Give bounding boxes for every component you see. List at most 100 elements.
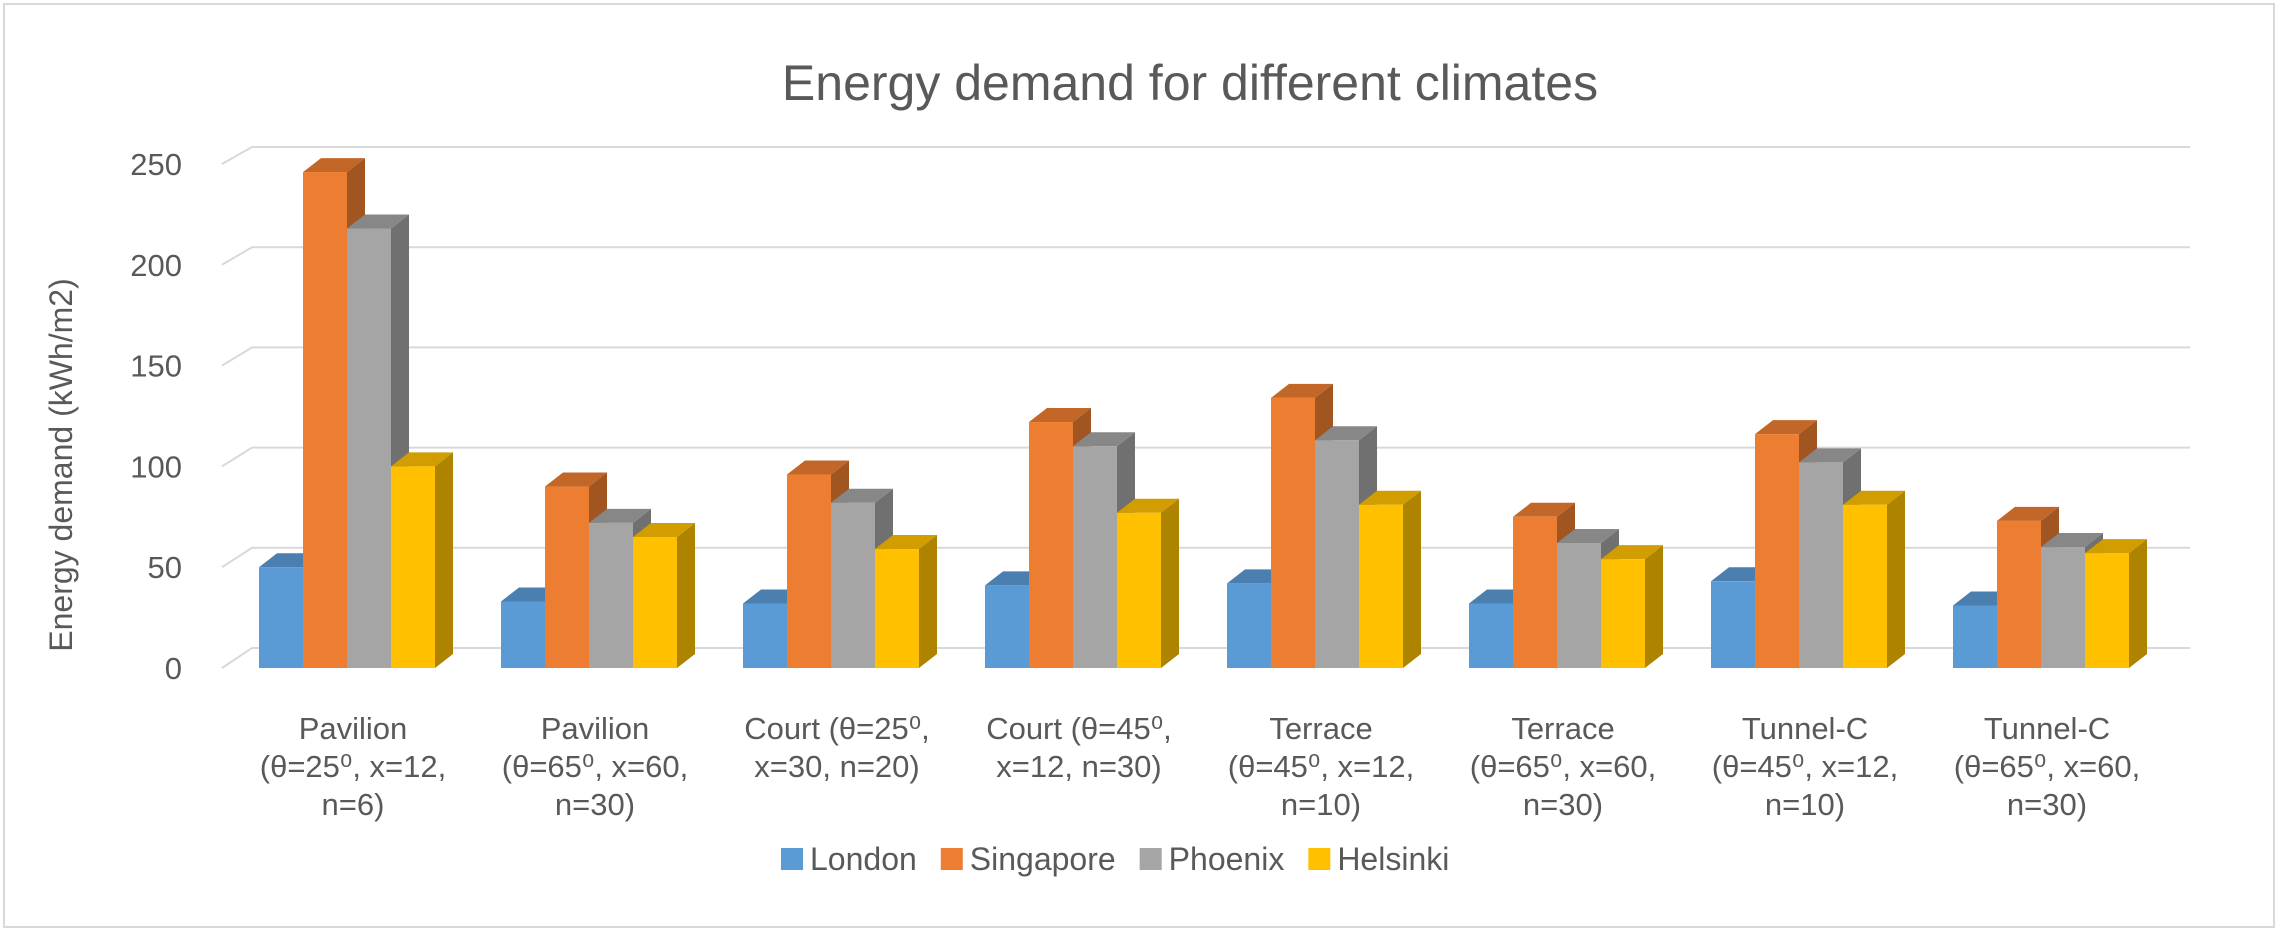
- legend-swatch: [940, 848, 963, 870]
- bar-top: [787, 460, 849, 475]
- category-label: Tunnel-C: [1742, 711, 1868, 746]
- category-label: n=30): [2007, 787, 2087, 822]
- bar-front: [545, 486, 589, 668]
- bar: [391, 452, 453, 668]
- bar: [831, 488, 893, 668]
- bar-front: [1359, 504, 1403, 668]
- gridline: [221, 346, 2190, 367]
- bar-front: [831, 502, 875, 668]
- bar-front: [633, 536, 677, 668]
- category-label: Terrace: [1511, 711, 1614, 746]
- bar-front: [1953, 605, 1997, 668]
- bar-top: [2041, 533, 2103, 548]
- bar-front: [2085, 553, 2129, 668]
- bar-top: [2085, 539, 2147, 554]
- y-axis-label: Energy demand (kWh/m2): [43, 278, 79, 651]
- category-label: x=30, n=20): [754, 749, 919, 784]
- bar-top: [633, 522, 695, 537]
- bar: [1117, 498, 1179, 668]
- bar-front: [1513, 516, 1557, 668]
- bar-front: [787, 474, 831, 668]
- y-tick-label: 200: [130, 248, 182, 283]
- bar-top: [1359, 490, 1421, 505]
- bar-front: [1601, 559, 1645, 668]
- bar: [2085, 539, 2147, 668]
- bar-front: [985, 585, 1029, 668]
- category-label: n=30): [1523, 787, 1603, 822]
- y-tick-label: 0: [165, 651, 182, 686]
- y-tick-label: 100: [130, 449, 182, 484]
- bar-front: [1711, 581, 1755, 668]
- bar-front: [1117, 512, 1161, 668]
- chart-frame: [3, 3, 2275, 928]
- bar-side: [2129, 539, 2147, 668]
- bar-side: [1887, 490, 1905, 668]
- legend-item: Helsinki: [1308, 841, 1449, 877]
- category-label: Court (θ=45⁰,: [986, 711, 1172, 746]
- bar-top: [1799, 448, 1861, 463]
- category-label: n=6): [322, 787, 385, 822]
- bar-top: [1117, 498, 1179, 513]
- legend-item: London: [781, 841, 917, 877]
- bar-front: [259, 567, 303, 668]
- bar-front: [1799, 462, 1843, 668]
- category-label: (θ=45⁰, x=12,: [1228, 749, 1415, 784]
- legend-item: Singapore: [940, 841, 1116, 877]
- bar-top: [303, 158, 365, 173]
- bar-front: [1271, 397, 1315, 668]
- bar-front: [501, 601, 545, 668]
- legend: London Singapore Phoenix Helsinki: [781, 841, 1449, 877]
- bar-top: [1601, 545, 1663, 560]
- category-label: (θ=65⁰, x=60,: [1470, 749, 1657, 784]
- bar-side: [435, 452, 453, 668]
- bar-top: [1755, 420, 1817, 435]
- bars: [259, 158, 2147, 668]
- bar-top: [1557, 529, 1619, 544]
- bar-top: [1315, 426, 1377, 441]
- gridline: [221, 246, 2190, 266]
- bar-front: [303, 172, 347, 668]
- y-tick-labels: 0 50 100 150 200 250: [130, 147, 182, 686]
- category-label: Terrace: [1269, 711, 1372, 746]
- bar: [1843, 490, 1905, 668]
- category-label: (θ=65⁰, x=60,: [1954, 749, 2141, 784]
- category-label: Tunnel-C: [1984, 711, 2110, 746]
- bar-top: [347, 214, 409, 229]
- bar-front: [1029, 422, 1073, 668]
- bar-front: [1843, 504, 1887, 668]
- bar-front: [743, 603, 787, 668]
- legend-swatch: [781, 848, 803, 870]
- legend-swatch: [1308, 848, 1331, 870]
- category-label: (θ=45⁰, x=12,: [1712, 749, 1899, 784]
- bar-top: [831, 488, 893, 503]
- bar-front: [2041, 547, 2085, 668]
- legend-label: Singapore: [970, 841, 1116, 877]
- legend-label: Helsinki: [1337, 841, 1449, 877]
- bar-front: [1073, 446, 1117, 668]
- bar-front: [589, 522, 633, 668]
- legend-swatch: [1139, 848, 1162, 870]
- bar-top: [875, 535, 937, 550]
- gridline: [221, 146, 2190, 165]
- category-label: (θ=65⁰, x=60,: [502, 749, 689, 784]
- bar-front: [1469, 603, 1513, 668]
- category-label: (θ=25⁰, x=12,: [260, 749, 447, 784]
- y-tick-label: 50: [148, 550, 182, 585]
- category-label: n=30): [555, 787, 635, 822]
- y-tick-label: 250: [130, 147, 182, 182]
- bar: [1359, 490, 1421, 668]
- category-label: Court (θ=25⁰,: [744, 711, 930, 746]
- category-label: x=12, n=30): [996, 749, 1161, 784]
- category-label: Pavilion: [299, 711, 408, 746]
- gridline: [221, 446, 2190, 468]
- legend-label: London: [810, 841, 917, 877]
- category-label: Pavilion: [541, 711, 650, 746]
- bar-top: [1073, 432, 1135, 447]
- category-label: n=10): [1765, 787, 1845, 822]
- bar-top: [1029, 408, 1091, 423]
- bar-front: [1997, 520, 2041, 668]
- y-tick-label: 150: [130, 349, 182, 384]
- bar-front: [875, 549, 919, 668]
- bar-side: [1403, 490, 1421, 668]
